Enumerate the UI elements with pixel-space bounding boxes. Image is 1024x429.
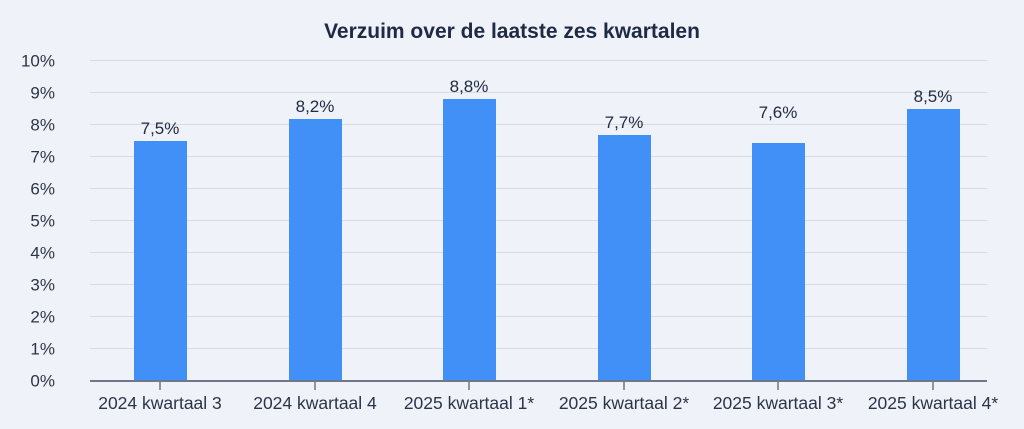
bar-value-label: 7,5% <box>140 119 180 138</box>
x-axis-tick <box>314 381 316 390</box>
plot-area: 7,5% 8,2% 8,8% 7,7% 7,6% 8,5% 2024 kwartaal 3… <box>90 60 998 413</box>
x-tick-label: 2024 kwartaal 4 <box>253 393 377 413</box>
gridline <box>90 92 987 93</box>
x-axis-tick <box>932 381 934 390</box>
x-tick-label: 2025 kwartaal 2* <box>558 393 690 413</box>
x-tick-label: 2024 kwartaal 3 <box>98 393 222 413</box>
y-tick-label: 6% <box>30 179 55 199</box>
x-axis-tick <box>777 381 779 390</box>
y-tick-label: 2% <box>30 307 55 327</box>
x-axis-line <box>90 380 987 382</box>
y-tick-label: 10% <box>20 51 55 71</box>
y-tick-label: 1% <box>30 339 55 359</box>
gridline <box>90 124 987 125</box>
x-axis-tick <box>468 381 470 390</box>
y-tick-label: 9% <box>30 83 55 103</box>
bar <box>597 134 651 381</box>
bar-value-label: 7,6% <box>758 102 798 122</box>
y-tick-label: 5% <box>30 211 55 231</box>
y-tick-label: 3% <box>30 275 55 295</box>
bar <box>442 99 496 381</box>
bar-value-label: 8,5% <box>913 87 953 106</box>
x-tick-label: 2025 kwartaal 1* <box>403 393 535 413</box>
y-tick-label: 4% <box>30 243 55 263</box>
x-tick-label: 2025 kwartaal 4* <box>867 393 999 413</box>
bar <box>288 118 342 381</box>
gridline <box>90 284 987 285</box>
bar-value-label: 7,7% <box>604 112 644 132</box>
bar <box>906 109 960 381</box>
y-tick-label: 0% <box>30 371 55 391</box>
gridline <box>90 348 987 349</box>
bar-value-label: 8,8% <box>449 77 489 97</box>
gridline <box>90 60 987 61</box>
bar <box>751 142 805 381</box>
gridline <box>90 316 987 317</box>
y-tick-label: 7% <box>30 147 55 167</box>
x-tick-label: 2025 kwartaal 3* <box>712 393 844 413</box>
gridline <box>90 188 987 189</box>
x-axis-tick <box>623 381 625 390</box>
x-axis-tick <box>159 381 161 390</box>
gridline <box>90 252 987 253</box>
chart-title: Verzuim over de laatste zes kwartalen <box>324 20 700 43</box>
gridline <box>90 220 987 221</box>
y-axis-labels: 0% 1% 2% 3% 4% 5% 6% 7% 8% 9% 10% <box>0 53 55 390</box>
bar <box>133 141 187 381</box>
gridline <box>90 156 987 157</box>
y-tick-label: 8% <box>30 115 55 135</box>
bar-value-label: 8,2% <box>295 96 335 116</box>
